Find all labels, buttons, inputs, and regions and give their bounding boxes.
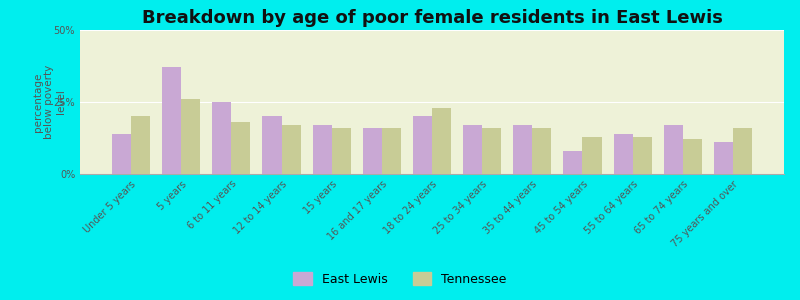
Y-axis label: percentage
below poverty
level: percentage below poverty level — [33, 65, 66, 139]
Bar — [664, 125, 682, 174]
Bar — [482, 128, 502, 174]
Bar — [463, 125, 482, 174]
Bar — [563, 151, 582, 174]
Title: Breakdown by age of poor female residents in East Lewis: Breakdown by age of poor female resident… — [142, 9, 722, 27]
Bar — [413, 116, 432, 174]
Bar — [182, 99, 200, 174]
Bar — [162, 68, 182, 174]
Legend: East Lewis, Tennessee: East Lewis, Tennessee — [288, 267, 512, 291]
Bar — [514, 125, 532, 174]
Bar — [212, 102, 231, 174]
Bar — [332, 128, 350, 174]
Bar — [614, 134, 633, 174]
Bar — [714, 142, 733, 174]
Bar — [231, 122, 250, 174]
Bar — [282, 125, 301, 174]
Bar — [633, 136, 652, 174]
Bar — [362, 128, 382, 174]
Bar — [382, 128, 401, 174]
Bar — [682, 140, 702, 174]
Bar — [313, 125, 332, 174]
Bar — [131, 116, 150, 174]
Bar — [532, 128, 551, 174]
Bar — [582, 136, 602, 174]
Bar — [432, 108, 451, 174]
Bar — [262, 116, 282, 174]
Bar — [112, 134, 131, 174]
Bar — [733, 128, 752, 174]
